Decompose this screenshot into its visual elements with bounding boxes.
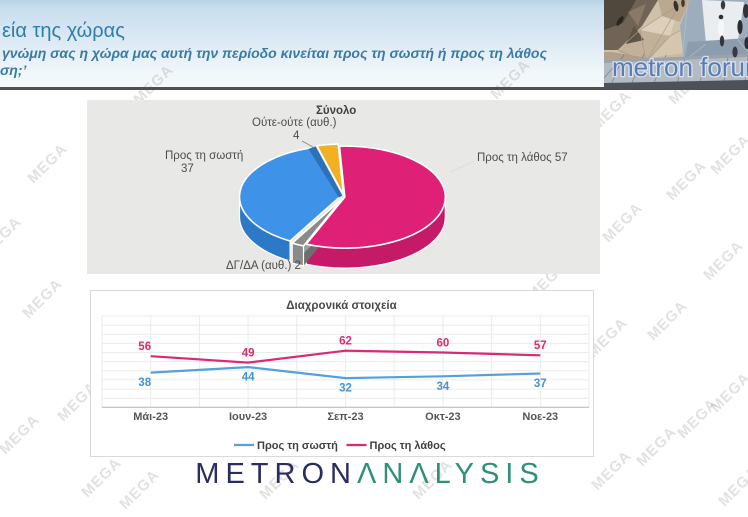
svg-text:44: 44 [242,372,255,384]
svg-text:37: 37 [534,378,547,390]
svg-text:56: 56 [138,341,151,353]
svg-text:Προς τη λάθος: Προς τη λάθος [370,440,446,452]
svg-text:Διαχρονικά στοιχεία: Διαχρονικά στοιχεία [286,300,396,312]
svg-text:62: 62 [339,336,352,348]
svg-text:Νοε-23: Νοε-23 [522,411,558,423]
svg-text:Οκτ-23: Οκτ-23 [425,411,461,423]
svg-text:60: 60 [437,337,450,349]
svg-text:34: 34 [437,381,450,393]
svg-text:32: 32 [339,383,352,395]
svg-text:38: 38 [138,377,151,389]
svg-text:Σεπ-23: Σεπ-23 [327,411,363,423]
svg-text:57: 57 [534,340,547,352]
svg-text:Ιουν-23: Ιουν-23 [229,411,267,423]
svg-text:Προς τη σωστή: Προς τη σωστή [257,440,338,452]
svg-text:Μάι-23: Μάι-23 [133,411,168,423]
svg-text:49: 49 [242,347,255,359]
